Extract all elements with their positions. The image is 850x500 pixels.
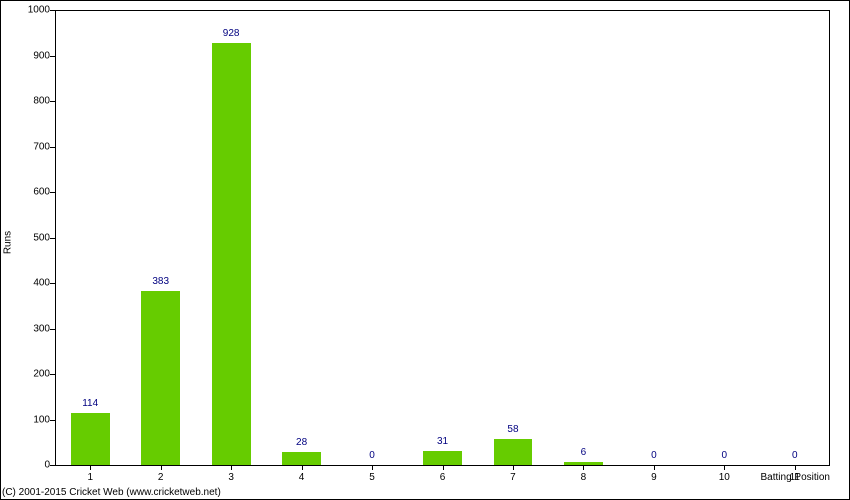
y-tick-label: 700 bbox=[10, 141, 50, 152]
y-axis-title: Runs bbox=[3, 231, 14, 254]
bar-value-label: 31 bbox=[437, 436, 448, 447]
bar-value-label: 383 bbox=[152, 276, 169, 287]
bar bbox=[141, 291, 180, 465]
y-tick-label: 600 bbox=[10, 187, 50, 198]
bar-value-label: 58 bbox=[507, 424, 518, 435]
x-tick-label: 2 bbox=[158, 472, 164, 483]
x-tick bbox=[795, 465, 796, 470]
bar bbox=[282, 452, 321, 465]
y-tick-label: 100 bbox=[10, 414, 50, 425]
y-tick-label: 200 bbox=[10, 369, 50, 380]
x-tick-label: 5 bbox=[369, 472, 375, 483]
bar bbox=[423, 451, 462, 465]
x-tick bbox=[161, 465, 162, 470]
y-tick bbox=[50, 465, 55, 466]
copyright-text: (C) 2001-2015 Cricket Web (www.cricketwe… bbox=[2, 487, 221, 498]
bar-value-label: 928 bbox=[223, 28, 240, 39]
bar-value-label: 28 bbox=[296, 437, 307, 448]
x-tick-label: 7 bbox=[510, 472, 516, 483]
x-tick bbox=[654, 465, 655, 470]
bar bbox=[564, 462, 603, 465]
x-tick bbox=[302, 465, 303, 470]
y-tick-label: 300 bbox=[10, 323, 50, 334]
bar-value-label: 6 bbox=[581, 447, 587, 458]
bar-value-label: 114 bbox=[82, 398, 98, 409]
bar-value-label: 0 bbox=[651, 450, 657, 461]
x-tick bbox=[583, 465, 584, 470]
x-tick bbox=[231, 465, 232, 470]
bar-value-label: 0 bbox=[369, 450, 375, 461]
x-tick-label: 6 bbox=[440, 472, 446, 483]
x-tick-label: 8 bbox=[581, 472, 587, 483]
bar bbox=[494, 439, 533, 465]
bar-value-label: 0 bbox=[722, 450, 728, 461]
y-tick-label: 800 bbox=[10, 96, 50, 107]
bar bbox=[71, 413, 110, 465]
bars-container: 114 383 928 28 0 31 58 6 0 0 0 bbox=[55, 11, 829, 465]
y-tick-label: 400 bbox=[10, 278, 50, 289]
x-tick-label: 10 bbox=[719, 472, 730, 483]
x-tick bbox=[513, 465, 514, 470]
x-tick-label: 3 bbox=[228, 472, 234, 483]
bar-value-label: 0 bbox=[792, 450, 798, 461]
x-tick bbox=[372, 465, 373, 470]
x-tick bbox=[724, 465, 725, 470]
x-axis-title: Batting Position bbox=[761, 472, 831, 483]
chart-plot-area: 114 383 928 28 0 31 58 6 0 0 0 bbox=[55, 10, 830, 465]
x-tick bbox=[443, 465, 444, 470]
x-tick bbox=[90, 465, 91, 470]
x-tick-label: 9 bbox=[651, 472, 657, 483]
y-tick-label: 500 bbox=[10, 232, 50, 243]
y-tick-label: 900 bbox=[10, 50, 50, 61]
x-tick-label: 4 bbox=[299, 472, 305, 483]
y-tick-label: 1000 bbox=[10, 5, 50, 16]
x-tick-label: 1 bbox=[87, 472, 93, 483]
y-tick-label: 0 bbox=[10, 460, 50, 471]
bar bbox=[212, 43, 251, 465]
